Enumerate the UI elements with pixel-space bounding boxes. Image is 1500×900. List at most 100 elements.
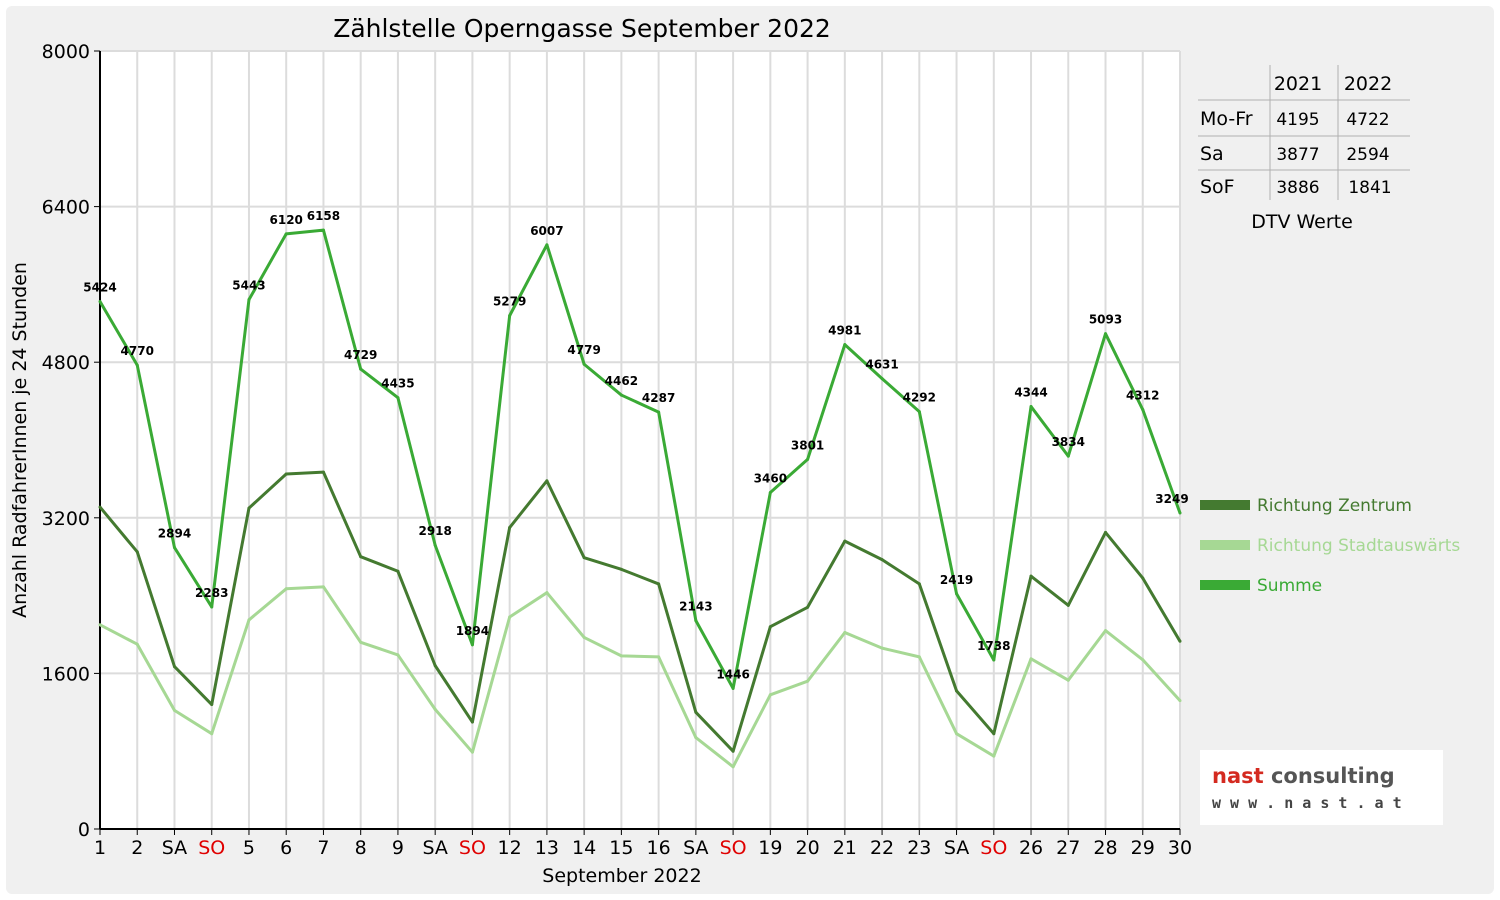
dtv-cell: 2594 [1346,145,1389,165]
data-point [955,732,959,736]
data-label: 4631 [865,358,898,372]
x-tick-label: 12 [498,837,522,859]
x-tick-label: SA [422,837,447,859]
series-line-richtung-stadtausw-rts [99,585,1182,769]
legend-swatch [1200,500,1250,510]
data-point [1178,639,1182,643]
data-label: 3460 [754,472,787,486]
data-point [880,558,884,562]
x-tick-label: SO [980,837,1007,859]
data-point [508,314,512,318]
plot-area [100,51,1180,829]
data-label: 5093 [1089,313,1122,327]
y-tick-labels: 0 1600 3200 4800 6400 8000 [42,41,90,841]
dtv-cell: 3877 [1276,145,1319,165]
data-label: 2419 [940,573,973,587]
data-point [1029,657,1033,661]
data-point [768,625,772,629]
data-point [768,491,772,495]
data-label: 4344 [1014,386,1047,400]
data-label: 5443 [232,279,265,293]
data-point [992,732,996,736]
data-point [1141,408,1145,412]
x-tick-label: SO [720,837,747,859]
data-point [1104,629,1108,633]
y-tick-label: 6400 [42,197,90,219]
data-point [396,396,400,400]
data-point [247,298,251,302]
data-point [359,555,363,559]
data-point [731,765,735,769]
data-point [210,732,214,736]
data-point [470,750,474,754]
data-point [806,457,810,461]
data-point [955,592,959,596]
legend-swatch [1200,580,1250,590]
data-label: 4779 [567,343,600,357]
x-tick-label: 13 [535,837,559,859]
data-point [359,367,363,371]
data-label: 1738 [977,639,1010,653]
data-label: 4292 [903,391,936,405]
x-tick-label: SO [198,837,225,859]
y-tick-label: 1600 [42,663,90,685]
dtv-table: 2021 2022 Mo-Fr 4195 4722 Sa 3877 2594 S… [1198,65,1410,233]
data-point [992,754,996,758]
dtv-row-label: Sa [1200,143,1224,165]
x-tick-label: 9 [392,837,404,859]
data-point [508,526,512,530]
data-label: 2143 [679,600,712,614]
x-tick-label: 19 [758,837,782,859]
data-point [619,567,623,571]
dtv-cell: 4722 [1346,110,1389,130]
data-point [135,642,139,646]
data-point [433,543,437,547]
data-point [1029,405,1033,409]
legend-swatch [1200,540,1250,550]
legend: Richtung Zentrum Richtung Stadtauswärts Su… [1200,496,1460,596]
x-tick-label: 16 [647,837,671,859]
data-point [321,228,325,232]
data-point [135,550,139,554]
data-label: 3249 [1155,492,1188,506]
data-point [1066,454,1070,458]
series-line-summe [98,228,1182,690]
data-point [992,658,996,662]
data-point [247,618,251,622]
data-point [657,655,661,659]
dtv-row-label: Mo-Fr [1200,108,1253,130]
logo-url: w w w . n a s t . a t [1212,794,1402,812]
data-label: 4287 [642,391,675,405]
data-label: 2283 [195,586,228,600]
data-point [508,615,512,619]
data-point [396,569,400,573]
logo-text: nast consulting [1212,764,1395,788]
data-point [470,643,474,647]
y-axis-label: Anzahl RadfahrerInnen je 24 Stunden [9,262,31,618]
data-point [545,243,549,247]
data-point [694,710,698,714]
data-point [1178,699,1182,703]
data-point [172,546,176,550]
data-point [135,363,139,367]
data-point [247,506,251,510]
data-point [917,582,921,586]
data-point [1141,576,1145,580]
data-point [284,587,288,591]
data-point [619,393,623,397]
data-point [359,640,363,644]
dtv-cell: 4195 [1276,110,1319,130]
y-tick-label: 4800 [42,352,90,374]
data-label: 4981 [828,324,861,338]
x-tick-label: SA [683,837,708,859]
x-tick-label: SA [944,837,969,859]
x-tick-label: 7 [317,837,329,859]
x-tick-label: 2 [131,837,143,859]
data-label: 3801 [791,438,824,452]
data-point [880,646,884,650]
data-point [396,653,400,657]
data-point [1066,678,1070,682]
x-tick-label: 21 [833,837,857,859]
data-labels: 5424 4770 2894 2283 5443 6120 6158 4729 4435 2918… [83,209,1188,681]
y-tick-label: 0 [78,819,90,841]
